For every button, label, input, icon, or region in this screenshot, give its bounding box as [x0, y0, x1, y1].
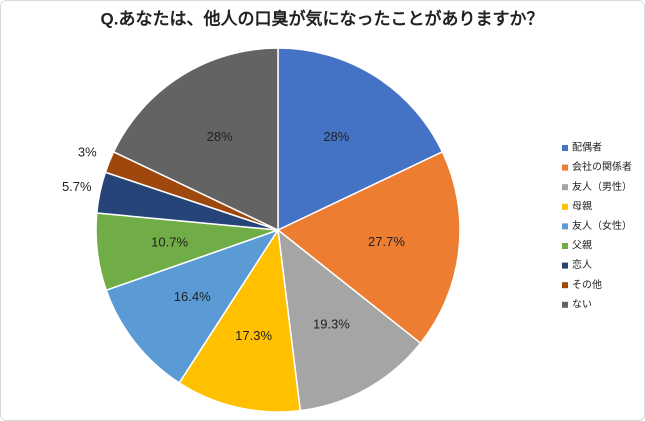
pie-slice: [276, 150, 461, 345]
legend-label: 母親: [572, 199, 592, 212]
value-label: 10.7%: [151, 235, 188, 250]
pie-slice: [105, 228, 280, 384]
legend-label: 恋人: [572, 258, 592, 271]
legend-swatch: [562, 243, 568, 249]
value-label: 5.7%: [62, 179, 92, 194]
chart-title: Q.あなたは、他人の口臭が気になったことがありますか？: [101, 8, 544, 28]
legend-label: 父親: [572, 239, 592, 252]
pie-slice: [277, 228, 422, 412]
legend-swatch: [562, 262, 568, 269]
value-label: 28%: [207, 129, 233, 144]
legend-label: 会社の関係者: [572, 160, 632, 173]
legend-label: 友人（女性）: [572, 219, 632, 232]
value-label: 27.7%: [368, 234, 405, 249]
value-label: 17.3%: [235, 328, 272, 343]
legend-label: その他: [572, 278, 602, 291]
legend-swatch: [562, 145, 568, 151]
value-label: 16.4%: [174, 289, 211, 304]
legend-swatch: [562, 184, 568, 191]
value-label: 3%: [78, 145, 97, 160]
legend-swatch: [562, 223, 568, 230]
value-label: 28%: [323, 129, 349, 144]
pie-slice: [178, 227, 302, 413]
legend-label: 配偶者: [572, 141, 602, 154]
pie-slice: [277, 47, 444, 232]
legend-swatch: [562, 301, 568, 308]
legend-swatch: [562, 164, 568, 171]
legend-label: ない: [572, 298, 592, 310]
legend-label: 友人（男性）: [572, 180, 632, 193]
pie-slice: [112, 47, 279, 232]
legend-swatch: [562, 282, 568, 289]
legend-swatch: [562, 203, 568, 210]
value-label: 19.3%: [313, 317, 350, 332]
